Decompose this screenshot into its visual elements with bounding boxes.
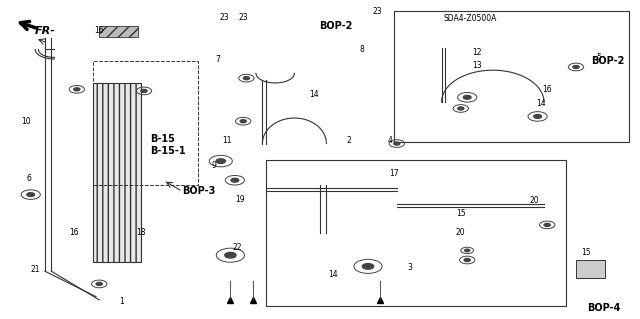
Circle shape: [240, 120, 246, 123]
Bar: [394, 11, 629, 142]
Text: 15: 15: [580, 248, 591, 256]
Bar: [576, 260, 605, 278]
Text: BOP-4: BOP-4: [588, 303, 621, 313]
Text: 16: 16: [94, 26, 104, 35]
Circle shape: [394, 142, 400, 145]
Circle shape: [464, 258, 470, 262]
Circle shape: [573, 65, 579, 69]
Bar: [99, 26, 138, 37]
Text: FR-: FR-: [35, 26, 56, 35]
Text: 14: 14: [328, 270, 338, 279]
Text: 6: 6: [26, 174, 31, 183]
Text: 3: 3: [407, 263, 412, 272]
Circle shape: [465, 249, 470, 252]
Text: 18: 18: [136, 228, 145, 237]
Circle shape: [74, 88, 80, 91]
Text: 14: 14: [308, 90, 319, 99]
Text: 22: 22: [232, 243, 241, 252]
Text: 1: 1: [119, 297, 124, 306]
Text: 13: 13: [472, 61, 482, 70]
Text: 9: 9: [212, 161, 217, 170]
Text: 10: 10: [20, 117, 31, 126]
Text: SDA4-Z0500A: SDA4-Z0500A: [444, 14, 497, 23]
Circle shape: [544, 223, 550, 226]
Text: BOP-2: BOP-2: [591, 56, 624, 66]
Circle shape: [362, 263, 374, 269]
Circle shape: [458, 107, 464, 110]
Text: 16: 16: [68, 228, 79, 237]
Text: 14: 14: [536, 99, 546, 108]
Text: BOP-3: BOP-3: [182, 186, 216, 197]
Text: 5: 5: [596, 53, 601, 62]
Text: 23: 23: [219, 13, 229, 22]
Circle shape: [534, 115, 541, 118]
Text: 12: 12: [472, 48, 481, 57]
Text: 20: 20: [456, 228, 466, 237]
Text: 20: 20: [529, 197, 540, 205]
Text: 15: 15: [456, 209, 466, 218]
Bar: [266, 160, 566, 306]
Text: BOP-2: BOP-2: [319, 21, 353, 31]
Circle shape: [243, 77, 250, 80]
Text: 8: 8: [359, 45, 364, 54]
Circle shape: [141, 89, 147, 93]
Bar: [93, 61, 198, 185]
Text: B-15
B-15-1: B-15 B-15-1: [150, 134, 186, 156]
Circle shape: [231, 178, 239, 182]
Text: 11: 11: [223, 136, 232, 145]
Bar: [93, 83, 141, 262]
Text: 17: 17: [388, 169, 399, 178]
Text: 21: 21: [31, 265, 40, 274]
Text: 23: 23: [238, 13, 248, 22]
Text: 19: 19: [235, 195, 245, 204]
Circle shape: [216, 159, 225, 163]
Text: 23: 23: [372, 7, 383, 16]
Circle shape: [27, 193, 35, 197]
Circle shape: [463, 95, 471, 99]
Text: 4: 4: [388, 136, 393, 145]
Text: 16: 16: [542, 85, 552, 94]
Circle shape: [225, 252, 236, 258]
Circle shape: [96, 282, 102, 286]
Text: 7: 7: [215, 55, 220, 63]
Text: 2: 2: [346, 136, 351, 145]
